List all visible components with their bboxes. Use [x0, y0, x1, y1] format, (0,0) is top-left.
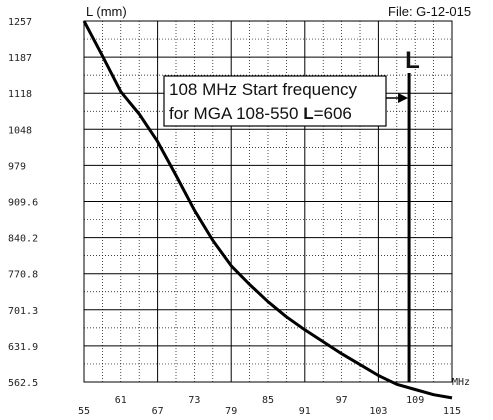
x-tick-label: 67 — [152, 406, 164, 417]
annotation-text: for MGA 108-550 — [169, 104, 303, 123]
x-axis-unit: MHz — [452, 377, 470, 388]
y-tick-label: 770.8 — [8, 270, 38, 281]
y-tick-label: 701.3 — [8, 306, 38, 317]
plot-frame — [83, 20, 453, 383]
x-tick-label: 103 — [369, 406, 387, 417]
x-tick-label: 115 — [443, 406, 461, 417]
x-tick-label: 85 — [262, 395, 274, 406]
y-axis-ticks: 1257 1187 1118 1048 979 909.6 840.2 770.8 701.3 6… — [8, 17, 38, 389]
y-axis-label: L (mm) — [86, 4, 127, 19]
y-tick-label: 979 — [8, 161, 26, 172]
y-tick-label: 1187 — [8, 53, 32, 64]
x-tick-label: 91 — [299, 406, 311, 417]
x-tick-label: 55 — [78, 406, 90, 417]
annotation-line-1: 108 MHz Start frequency — [169, 80, 358, 99]
annotation-bold-l: L — [303, 104, 313, 123]
x-tick-label: 97 — [336, 395, 348, 406]
y-tick-label: 1257 — [8, 17, 32, 28]
x-tick-label: 61 — [115, 395, 127, 406]
series-line — [82, 20, 453, 400]
annotation-box — [163, 75, 387, 127]
annotation-line-2: for MGA 108-550 L=606 — [169, 104, 352, 123]
x-tick-label: 79 — [225, 406, 237, 417]
x-tick-label: 73 — [188, 395, 200, 406]
marker-label: L — [405, 47, 420, 74]
y-tick-label: 1048 — [8, 125, 32, 136]
x-axis-ticks: 61 73 85 97 109 55 67 79 91 103 115 — [78, 395, 461, 417]
y-tick-label: 840.2 — [8, 234, 38, 245]
y-tick-label: 562.5 — [8, 378, 38, 389]
file-label: File: G-12-015 — [388, 4, 471, 19]
annotation-arrow-head — [398, 93, 409, 103]
x-tick-label: 109 — [406, 395, 424, 406]
annotation-value: =606 — [314, 104, 352, 123]
y-tick-label: 1118 — [8, 89, 32, 100]
y-tick-label: 631.9 — [8, 342, 38, 353]
grid — [84, 21, 452, 382]
y-tick-label: 909.6 — [8, 198, 38, 209]
